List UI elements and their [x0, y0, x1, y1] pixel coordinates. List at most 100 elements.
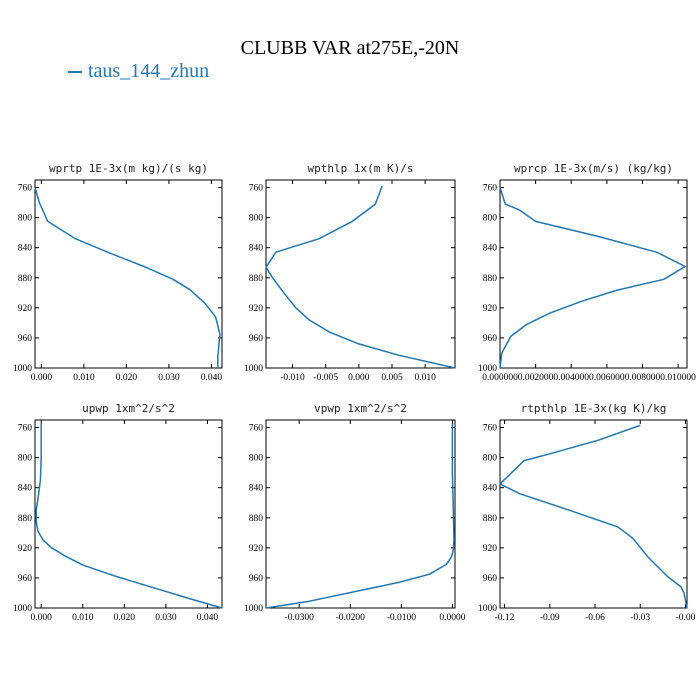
y-tick-label: 960 — [249, 334, 264, 344]
y-tick-label: 920 — [483, 304, 498, 314]
y-tick-label: 1000 — [13, 364, 32, 374]
series-line — [265, 423, 455, 609]
y-tick-label: 880 — [483, 274, 498, 284]
y-tick-label: 760 — [483, 424, 498, 434]
y-tick-label: 960 — [18, 334, 33, 344]
y-tick-label: 800 — [249, 454, 264, 464]
x-tick-label: -0.09 — [540, 613, 560, 623]
x-tick-label: 0.000000 — [482, 373, 518, 383]
x-tick-label: 0.030 — [158, 373, 180, 383]
subplot-5: vpwp 1xm^2/s^2 760 800 840 880 920 960 1000 -0.0… — [244, 402, 466, 623]
y-tick-label: 1000 — [478, 604, 497, 614]
x-tick-label: 0.000 — [31, 613, 53, 623]
subplot-6: rtpthlp 1E-3x(kg K)/kg 760 800 840 880 920 960… — [478, 402, 696, 623]
subplot-title: rtpthlp 1E-3x(kg K)/kg — [521, 402, 667, 415]
x-tick-label: 0.040 — [201, 373, 223, 383]
y-tick-label: 840 — [483, 484, 498, 494]
y-tick-label: 880 — [18, 274, 33, 284]
y-tick-label: 960 — [483, 574, 498, 584]
x-tick-label: 0.020 — [114, 613, 136, 623]
subplot-title: wprcp 1E-3x(m/s) (kg/kg) — [514, 162, 673, 175]
series-line — [265, 185, 456, 369]
x-tick-label: -0.0200 — [336, 613, 366, 623]
x-tick-label: -0.06 — [585, 613, 605, 623]
series-line — [499, 424, 688, 609]
subplot-title: vpwp 1xm^2/s^2 — [314, 402, 407, 415]
x-tick-label: -0.00 — [676, 613, 696, 623]
y-tick-label: 1000 — [478, 364, 497, 374]
plot-frame — [499, 179, 688, 369]
y-tick-label: 880 — [483, 514, 498, 524]
subplot-title: wprtp 1E-3x(m kg)/(s kg) — [49, 162, 208, 175]
subplot-3: wprcp 1E-3x(m/s) (kg/kg) 760 800 840 880 920 9… — [478, 162, 696, 383]
x-tick-label: 0.000 — [348, 373, 370, 383]
y-tick-label: 920 — [18, 544, 33, 554]
x-tick-label: -0.010 — [280, 373, 305, 383]
y-tick-label: 840 — [18, 244, 33, 254]
subplot-4: upwp 1xm^2/s^2 760 800 840 880 920 960 10000.00… — [13, 402, 223, 623]
y-tick-label: 960 — [18, 574, 33, 584]
y-tick-label: 920 — [249, 304, 264, 314]
plot-frame — [265, 179, 456, 369]
subplot-2: wpthlp 1x(m K)/s 760 800 840 880 920 960 1000 -0… — [244, 162, 456, 383]
y-tick-label: 1000 — [13, 604, 32, 614]
plot-frame — [265, 419, 456, 609]
y-tick-label: 800 — [249, 214, 264, 224]
x-tick-label: -0.0100 — [387, 613, 417, 623]
x-tick-label: 0.030 — [155, 613, 177, 623]
figure-title: CLUBB VAR at275E,-20N — [240, 37, 460, 59]
y-tick-label: 760 — [483, 184, 498, 194]
y-tick-label: 800 — [18, 454, 33, 464]
y-tick-label: 800 — [483, 454, 498, 464]
y-tick-label: 920 — [483, 544, 498, 554]
y-tick-label: 760 — [18, 424, 33, 434]
legend: taus_144_zhun — [68, 60, 209, 83]
y-tick-label: 840 — [249, 244, 264, 254]
x-tick-label: -0.03 — [630, 613, 650, 623]
y-tick-label: 880 — [249, 274, 264, 284]
x-tick-label: 0.020 — [116, 373, 138, 383]
plot-frame — [499, 419, 688, 609]
x-tick-label: 0.008000 — [625, 373, 661, 383]
y-tick-label: 1000 — [244, 604, 263, 614]
y-tick-label: 840 — [249, 484, 264, 494]
legend-swatch — [68, 71, 82, 74]
y-tick-label: 920 — [18, 304, 33, 314]
x-tick-label: 0.040 — [197, 613, 219, 623]
legend-label: taus_144_zhun — [88, 60, 210, 82]
y-tick-label: 920 — [249, 544, 264, 554]
y-tick-label: 960 — [483, 334, 498, 344]
y-tick-label: 800 — [18, 214, 33, 224]
x-tick-label: 0.0000 — [439, 613, 465, 623]
y-tick-label: 880 — [249, 514, 264, 524]
x-tick-label: 0.002000 — [518, 373, 554, 383]
series-line — [34, 187, 221, 368]
subplot-title: upwp 1xm^2/s^2 — [82, 402, 175, 415]
y-tick-label: 880 — [18, 514, 33, 524]
y-tick-label: 760 — [249, 424, 264, 434]
x-tick-label: 0.010000 — [660, 373, 696, 383]
subplot-title: wpthlp 1x(m K)/s — [308, 162, 414, 175]
y-tick-label: 960 — [249, 574, 264, 584]
y-tick-label: 760 — [249, 184, 264, 194]
y-tick-label: 840 — [18, 484, 33, 494]
plot-frame — [34, 179, 223, 369]
y-tick-label: 800 — [483, 214, 498, 224]
plot-frame — [34, 419, 223, 609]
x-tick-label: 0.010 — [73, 373, 95, 383]
x-tick-label: 0.010 — [72, 613, 94, 623]
subplot-1: wprtp 1E-3x(m kg)/(s kg) 760 800 840 880 920 9… — [13, 162, 223, 383]
x-tick-label: -0.005 — [313, 373, 338, 383]
x-tick-label: 0.006000 — [589, 373, 625, 383]
x-tick-label: -0.12 — [495, 613, 515, 623]
x-tick-label: 0.004000 — [553, 373, 589, 383]
x-tick-label: 0.005 — [381, 373, 403, 383]
y-tick-label: 1000 — [244, 364, 263, 374]
y-tick-label: 840 — [483, 244, 498, 254]
series-line — [35, 423, 223, 609]
x-tick-label: 0.000 — [31, 373, 53, 383]
series-line — [499, 187, 686, 369]
x-tick-label: -0.0300 — [285, 613, 315, 623]
